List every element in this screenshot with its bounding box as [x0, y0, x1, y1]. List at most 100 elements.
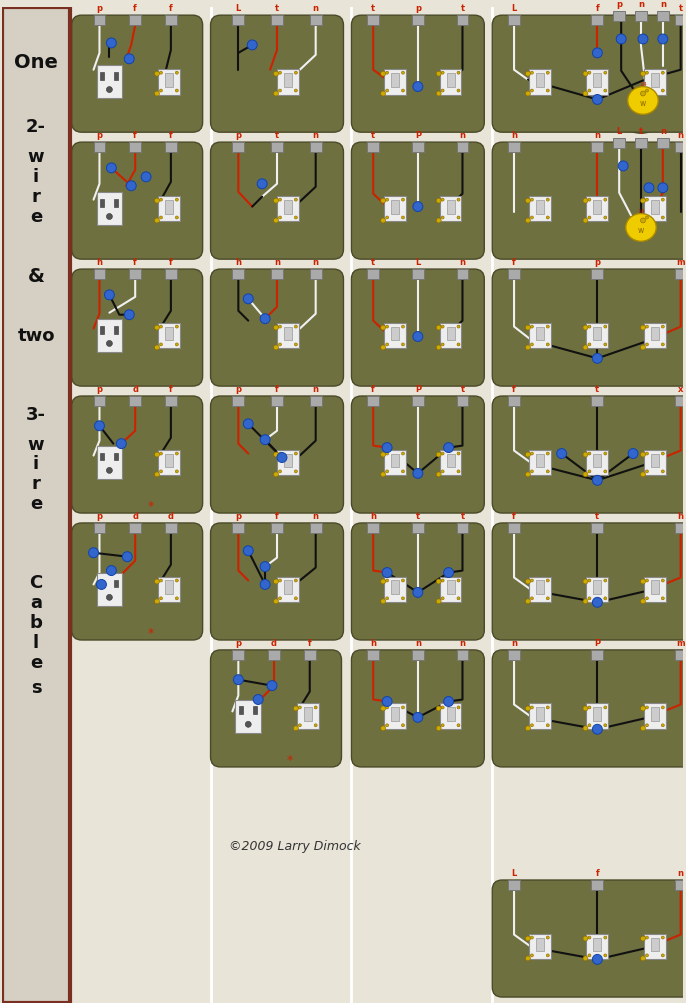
Bar [277, 577, 299, 603]
Circle shape [401, 72, 405, 75]
Bar [284, 581, 292, 595]
Circle shape [641, 219, 646, 224]
Text: n: n [460, 131, 466, 140]
Circle shape [530, 580, 534, 583]
Text: L: L [415, 258, 421, 267]
Bar [310, 270, 322, 280]
FancyBboxPatch shape [493, 650, 686, 767]
Bar [129, 524, 141, 534]
Circle shape [106, 215, 113, 221]
Circle shape [386, 90, 388, 93]
Circle shape [530, 724, 534, 727]
Text: m: m [676, 638, 685, 647]
Bar [310, 396, 322, 406]
Circle shape [436, 92, 441, 97]
Bar [384, 323, 406, 349]
Circle shape [436, 726, 441, 731]
Circle shape [661, 344, 664, 347]
Text: n: n [678, 131, 684, 140]
Circle shape [457, 724, 460, 727]
Circle shape [381, 706, 386, 711]
Circle shape [401, 217, 405, 220]
Circle shape [106, 595, 113, 601]
Bar [284, 201, 292, 215]
Text: a: a [30, 594, 42, 612]
Circle shape [646, 90, 648, 93]
Circle shape [583, 452, 588, 457]
FancyBboxPatch shape [493, 16, 686, 133]
Bar [536, 327, 544, 341]
Circle shape [154, 92, 159, 97]
Circle shape [457, 199, 460, 202]
Text: f: f [169, 131, 173, 140]
Text: d: d [168, 512, 174, 521]
Circle shape [159, 199, 163, 202]
Bar [165, 143, 177, 152]
Text: p: p [235, 131, 241, 140]
Bar [456, 270, 469, 280]
Circle shape [525, 599, 530, 604]
Text: t: t [639, 127, 643, 136]
Circle shape [294, 726, 298, 731]
Circle shape [176, 326, 178, 329]
Circle shape [159, 597, 163, 600]
Circle shape [457, 90, 460, 93]
Circle shape [457, 72, 460, 75]
Text: One: One [14, 53, 58, 72]
Text: t: t [371, 258, 375, 267]
Circle shape [530, 344, 534, 347]
Circle shape [583, 726, 588, 731]
FancyBboxPatch shape [211, 16, 344, 133]
Bar [587, 197, 608, 223]
Bar [391, 73, 399, 87]
Circle shape [646, 326, 648, 329]
Bar [508, 270, 520, 280]
Circle shape [381, 599, 386, 604]
Text: t: t [460, 385, 464, 393]
Bar [508, 524, 520, 534]
Circle shape [253, 695, 263, 705]
Bar [165, 454, 173, 468]
Bar [158, 197, 180, 223]
Circle shape [616, 35, 626, 45]
Circle shape [401, 470, 405, 473]
Bar [675, 524, 686, 534]
Circle shape [436, 599, 441, 604]
Bar [593, 938, 602, 952]
Text: C: C [29, 574, 43, 592]
Text: e: e [30, 653, 42, 671]
Circle shape [279, 344, 281, 347]
Circle shape [154, 199, 159, 204]
Bar [391, 581, 399, 595]
Text: w: w [27, 147, 45, 165]
Text: n: n [511, 638, 517, 647]
Bar [651, 708, 659, 721]
Text: t: t [275, 131, 279, 140]
Bar [277, 323, 299, 349]
Bar [165, 396, 177, 406]
Circle shape [298, 724, 301, 727]
Text: m: m [676, 258, 685, 267]
Bar [384, 577, 406, 603]
Circle shape [154, 219, 159, 224]
Circle shape [104, 291, 115, 301]
Bar [536, 454, 544, 468]
Text: f: f [169, 4, 173, 13]
Bar [529, 69, 551, 95]
Circle shape [530, 72, 534, 75]
Circle shape [95, 421, 104, 431]
Bar [271, 524, 283, 534]
Circle shape [279, 326, 281, 329]
Circle shape [401, 344, 405, 347]
Circle shape [525, 726, 530, 731]
Circle shape [441, 580, 444, 583]
Circle shape [260, 562, 270, 572]
Circle shape [641, 706, 646, 711]
Text: two: two [17, 326, 55, 344]
Circle shape [525, 936, 530, 941]
Circle shape [593, 49, 602, 59]
Bar [97, 573, 122, 607]
Circle shape [646, 954, 648, 957]
Circle shape [294, 597, 297, 600]
Text: d: d [132, 512, 138, 521]
